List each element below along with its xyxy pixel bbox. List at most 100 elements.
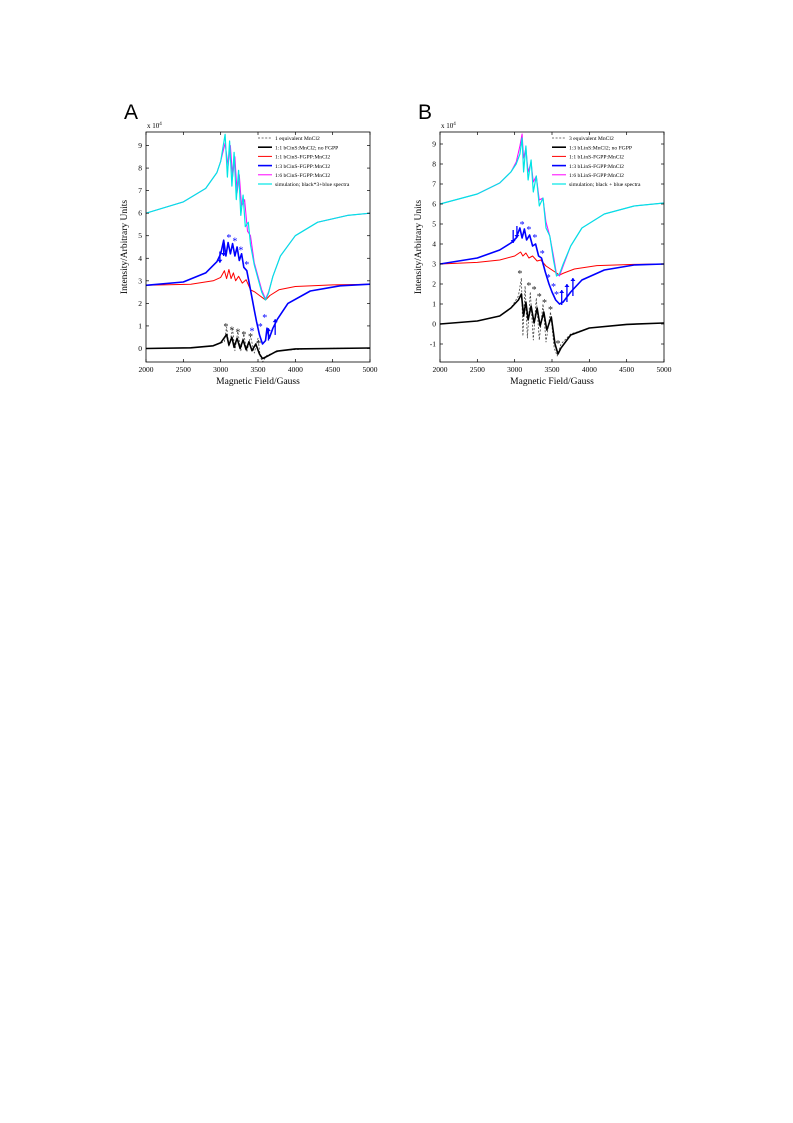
legend-label: 1:1 bCinS:MnCl2; no FGPP [275, 145, 338, 151]
x-tick-label: 4000 [288, 365, 303, 374]
y-tick-label: 7 [138, 186, 142, 195]
y-multiplier-base: x 10 [147, 122, 160, 130]
x-tick-label: 3500 [545, 365, 560, 374]
legend-label: 3 equivalent MnCl2 [569, 136, 614, 142]
x-tick-label: 2500 [470, 365, 485, 374]
y-tick-label: 0 [432, 320, 436, 329]
peak-star-marker: * [520, 220, 525, 231]
y-tick-label: 5 [138, 231, 142, 240]
peak-star-marker: * [232, 236, 237, 247]
legend-label: simulation; black*3+blue spectra [275, 182, 350, 188]
peak-star-marker: * [554, 290, 559, 301]
y-tick-label: 4 [138, 254, 142, 263]
y-tick-label: 3 [432, 260, 436, 269]
x-tick-label: 5000 [363, 365, 378, 374]
peak-star-marker: * [548, 305, 553, 316]
arrow-marker-head [272, 319, 278, 323]
arrow-marker-head [510, 240, 516, 243]
y-tick-label: 5 [432, 220, 436, 229]
peak-star-marker: * [526, 281, 531, 292]
y-axis-label: Intensity/Arbitrary Units [120, 200, 130, 294]
legend-label: 1:3 bLinS:MnCl2; no FGPP [569, 145, 632, 151]
peak-star-marker: * [532, 285, 537, 296]
y-tick-label: -1 [430, 340, 436, 349]
y-tick-label: 9 [138, 141, 142, 150]
y-multiplier-exponent: 4 [453, 122, 456, 127]
arrow-marker-head [514, 235, 520, 238]
legend-label: 1:1 bLinS-FGPP:MnCl2 [569, 155, 624, 161]
legend-label: 1:1 bCinS-FGPP:MnCl2 [275, 155, 330, 161]
arrow-marker-head [217, 259, 223, 263]
peak-star-marker: * [517, 269, 522, 280]
x-tick-label: 3000 [213, 365, 228, 374]
peak-star-marker: * [250, 327, 255, 338]
x-tick-label: 5000 [657, 365, 672, 374]
y-multiplier-base: x 10 [441, 122, 454, 130]
series-line-5 [439, 133, 665, 277]
series-line-2 [439, 293, 665, 355]
x-axis-label: Magnetic Field/Gauss [216, 377, 300, 387]
y-multiplier: x 104 [441, 122, 456, 130]
x-tick-label: 2000 [139, 365, 154, 374]
legend-label: 1:6 bCinS-FGPP:MnCl2 [275, 173, 330, 179]
x-tick-label: 4500 [619, 365, 634, 374]
legend-label: 1:3 bLinS-FGPP:MnCl2 [569, 164, 624, 170]
x-tick-label: 4000 [582, 365, 597, 374]
peak-star-marker: * [229, 325, 234, 336]
y-multiplier: x 104 [147, 122, 162, 130]
arrow-marker-head [570, 278, 576, 281]
series-line-6 [439, 137, 665, 277]
y-tick-label: 1 [138, 321, 142, 330]
x-tick-label: 3500 [251, 365, 266, 374]
series-line-6 [145, 133, 371, 301]
peak-star-marker: * [241, 330, 246, 341]
y-tick-label: 0 [138, 344, 142, 353]
series-line-5 [145, 142, 371, 300]
panel-label-b: B [418, 101, 433, 124]
peak-star-marker: * [256, 339, 261, 350]
y-tick-label: 7 [432, 180, 436, 189]
y-tick-label: 6 [138, 209, 142, 218]
y-axis-label: Intensity/Arbitrary Units [414, 200, 424, 294]
peak-star-marker: * [551, 282, 556, 293]
peak-star-marker: * [262, 313, 267, 324]
y-tick-label: 3 [138, 276, 142, 285]
series-line-4 [439, 227, 665, 305]
y-tick-label: 4 [432, 240, 436, 249]
y-tick-label: 9 [432, 140, 436, 149]
peak-star-marker: * [223, 322, 228, 333]
arrow-marker-head [265, 328, 271, 332]
arrow-marker-head [564, 284, 570, 287]
peak-star-marker: * [540, 249, 545, 260]
peak-star-marker: * [258, 322, 263, 333]
legend-label: simulation; black + blue spectra [569, 182, 641, 188]
peak-star-marker: * [248, 332, 253, 343]
y-tick-label: 8 [138, 164, 142, 173]
legend-label: 1 equivalent MnCl2 [275, 136, 320, 142]
y-tick-label: 8 [432, 160, 436, 169]
legend-label: 1:6 bLinS-FGPP:MnCl2 [569, 173, 624, 179]
y-tick-label: 2 [138, 299, 142, 308]
peak-star-marker: * [532, 233, 537, 244]
peak-star-marker: * [526, 225, 531, 236]
series-line-4 [145, 239, 371, 345]
x-tick-label: 2000 [433, 365, 448, 374]
y-tick-label: 1 [432, 300, 436, 309]
peak-star-marker: * [235, 328, 240, 339]
y-tick-label: 2 [432, 280, 436, 289]
chart-panel-b: ** ****** ******2000 2500 3000 3500 4000 4500 50… [414, 122, 672, 387]
chart-panel-a: * * * * *** **** **2000 2500 3000 3500 4000 4500 500… [120, 122, 378, 387]
series-line-1 [439, 277, 665, 357]
x-tick-label: 2500 [176, 365, 191, 374]
arrow-marker-head [559, 290, 565, 293]
peak-star-marker: * [555, 339, 560, 350]
arrow-marker-head [221, 253, 227, 257]
panel-label-a: A [124, 101, 139, 124]
peak-star-marker: * [244, 260, 249, 271]
x-axis-label: Magnetic Field/Gauss [510, 377, 594, 387]
series-line-3 [439, 251, 665, 276]
peak-star-marker: * [542, 298, 547, 309]
legend-label: 1:3 bCinS-FGPP:MnCl2 [275, 164, 330, 170]
peak-star-marker: * [238, 245, 243, 256]
series-line-2 [145, 333, 371, 360]
